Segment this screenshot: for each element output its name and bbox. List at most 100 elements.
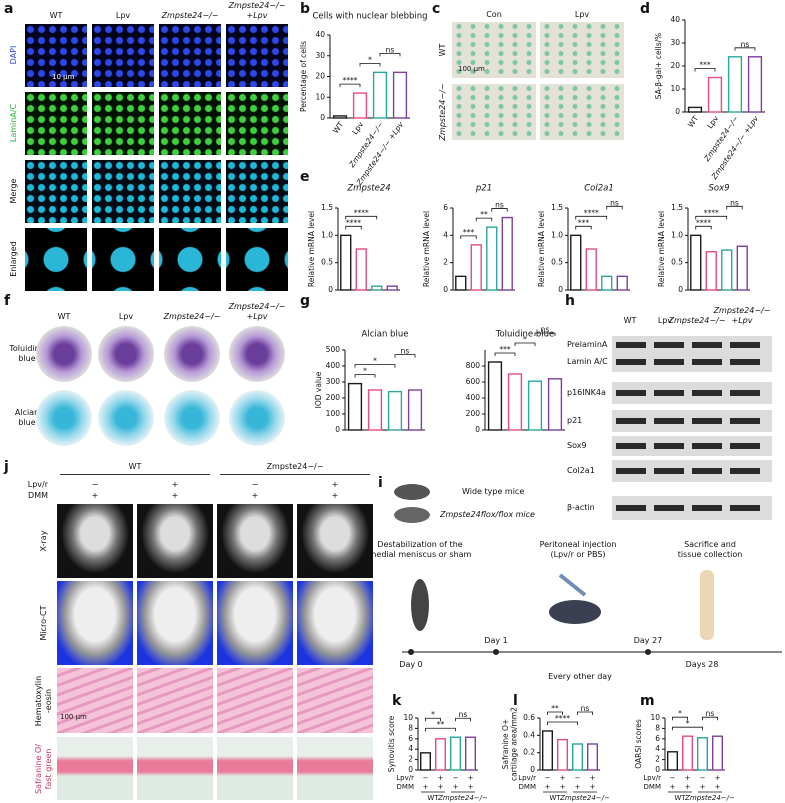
bar [340,234,352,291]
stain-image [452,84,536,140]
bar [616,275,628,291]
culture-dish [98,326,154,382]
condition-value: + [590,783,596,791]
tissue-image [297,581,373,665]
bar [501,216,513,291]
bar [455,275,467,291]
condition-value: + [331,491,339,500]
row-label: Alcian blue [14,408,40,427]
column-header: WT [623,316,637,325]
y-axis-label: Relative mRNA level [307,211,316,287]
culture-dish [164,326,220,382]
significance-bracket [455,717,471,722]
significance-bracket [494,352,516,356]
x-tick-label: Lpv [350,120,365,137]
tissue-image [297,668,373,733]
bar [570,234,582,291]
x-tick-label: WT [686,114,700,129]
significance-label: * [686,719,690,728]
row-label: DAPI [9,45,18,65]
column-header: Zmpste24−/− [161,11,219,20]
group-label: WT [549,794,561,802]
bar [392,71,408,119]
row-label: β-actin [567,503,595,512]
bar [352,92,368,119]
significance-label: *** [463,228,475,237]
row-label: Lamin A/C [567,357,608,366]
panel-letter: h [565,293,575,309]
panel-letter: j [4,459,9,475]
mouse-icon [394,507,430,523]
micrograph [92,160,154,223]
condition-label: Lpv/r [396,774,414,782]
x-tick-label: Lpv [705,114,720,131]
condition-label: Lpv/r [27,480,48,489]
micrograph [92,24,154,87]
bar [712,735,724,771]
condition-value: + [560,774,566,782]
y-tick-label: 1.0 [671,230,683,239]
bar [527,380,543,431]
stain-image [540,22,624,78]
bar [682,735,694,771]
row-label: Hematoxylin -eosin [34,675,53,726]
group-rule [220,474,370,475]
significance-bracket [672,726,703,731]
panel-letter: e [300,169,310,185]
significance-label: *** [699,61,711,70]
significance-label: * [368,55,372,64]
significance-bracket [547,721,578,725]
condition-value: + [331,480,339,489]
condition-value: − [545,774,551,782]
column-header: Lpv [118,312,134,321]
bar [332,115,348,119]
blot-band [616,342,768,348]
timeline-label: Days 28 [685,660,719,669]
significance-bracket [359,62,381,67]
y-tick-label: 0 [655,765,660,774]
micrograph [25,92,87,155]
tissue-image [57,737,133,800]
panel-letter: k [392,693,402,709]
culture-dish [98,390,154,446]
y-tick-label: 30 [315,51,325,60]
group-header: WT [128,462,142,471]
significance-label: ** [551,704,559,713]
significance-label: ns [386,45,395,54]
condition-value: + [685,783,691,791]
significance-label: ns [610,198,619,207]
condition-value: + [438,774,444,782]
micrograph [226,92,288,155]
y-tick-label: 0.2 [523,748,535,757]
tissue-image [57,504,133,578]
group-label: Zmpste24−/− [437,794,488,802]
condition-label: DMM [28,491,48,500]
condition-value: + [468,774,474,782]
condition-label: DMM [644,783,661,791]
y-tick-label: 200 [466,409,481,418]
y-tick-label: 400 [466,393,481,402]
bar [450,736,462,771]
panel-letter: a [4,1,14,17]
y-tick-label: 0.5 [551,258,563,267]
micrograph [92,92,154,155]
row-label: PrelaminA [567,340,608,349]
blot-band [616,359,768,365]
tissue-image [137,668,213,733]
y-tick-label: 40 [315,30,325,39]
significance-label: ns [459,710,468,719]
significance-label: ns [581,704,590,713]
y-tick-label: 10 [670,84,680,93]
bar [721,249,733,291]
y-tick-label: 0 [320,113,325,122]
micrograph [226,160,288,223]
significance-bracket [726,205,743,210]
row-label: Sox9 [567,441,587,450]
group-label: WT [427,794,439,802]
row-label: LaminA/C [9,103,18,143]
bar [470,244,482,291]
timeline-marker [408,649,414,655]
bar [387,390,403,431]
row-label: Col2a1 [567,466,595,475]
culture-dish [229,326,285,382]
